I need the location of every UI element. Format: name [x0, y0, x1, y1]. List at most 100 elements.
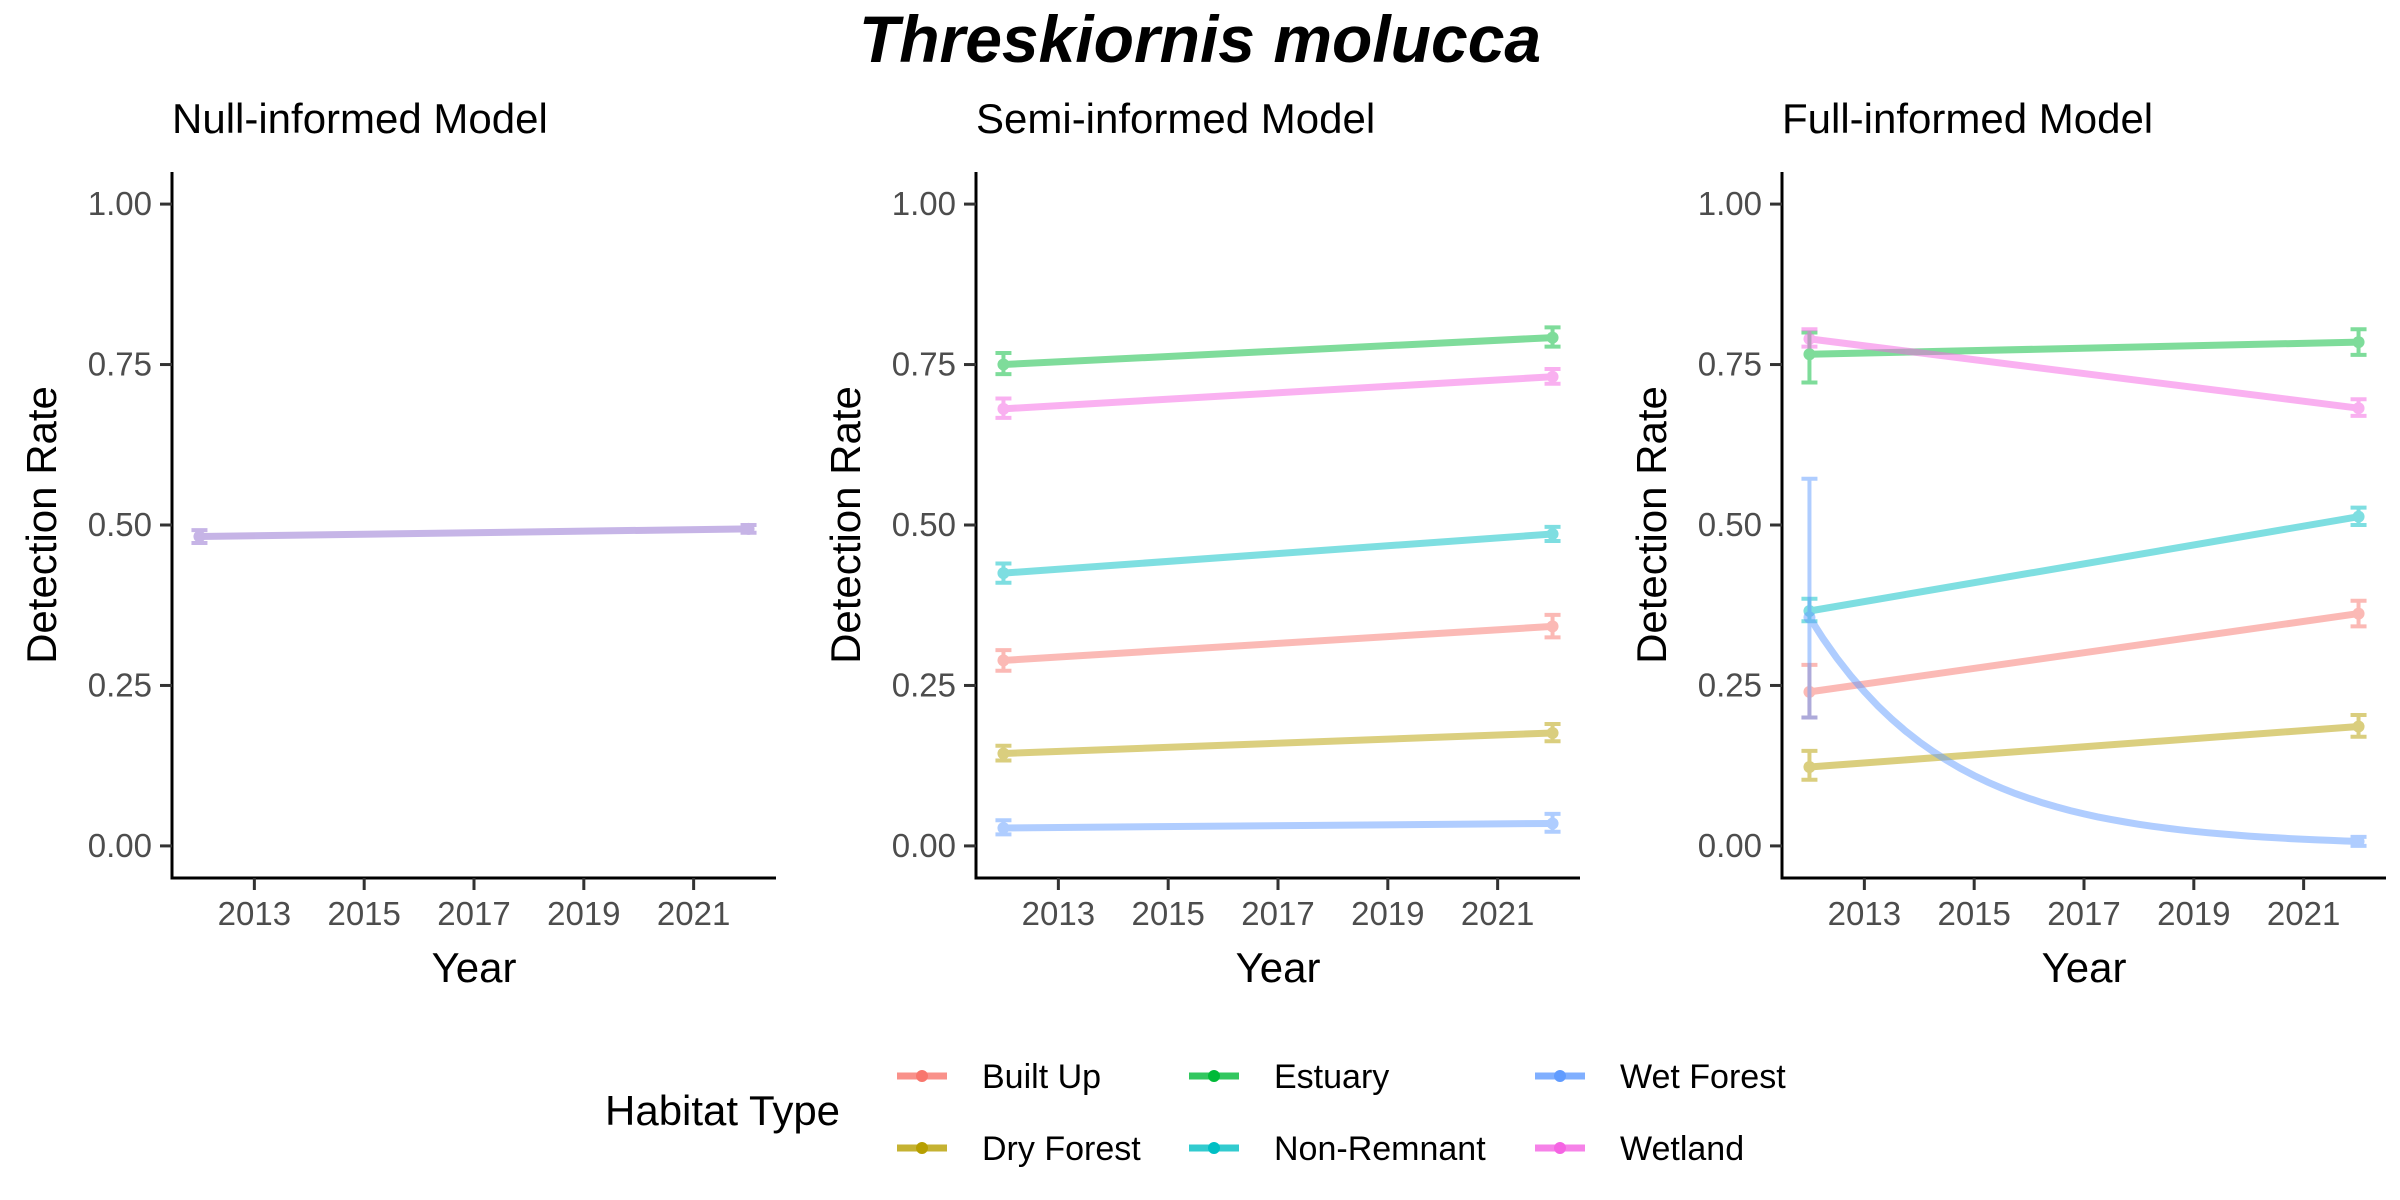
x-tick-label: 2019 [2157, 895, 2230, 932]
data-point [997, 358, 1010, 371]
x-tick-label: 2013 [218, 895, 291, 932]
data-point [1803, 348, 1816, 361]
series-line [1003, 622, 1553, 664]
panel-title: Semi-informed Model [976, 95, 1375, 142]
panel-1: Null-informed Model 0.00 0.25 0.50 0.75 1.00 2… [18, 95, 776, 991]
y-tick-label: 0.50 [88, 506, 152, 543]
series-line [199, 525, 749, 541]
series-line [1003, 819, 1553, 832]
series-wet-forest [1801, 476, 2367, 848]
legend-key-point [916, 1070, 928, 1082]
data-point [2352, 336, 2365, 349]
x-tick-label: 2019 [547, 895, 620, 932]
data-point [1546, 527, 1559, 540]
legend-entry-estuary: Estuary [1189, 1058, 1389, 1096]
data-point [997, 654, 1010, 667]
legend-entry-wet-forest: Wet Forest [1535, 1058, 1786, 1096]
legend-title: Habitat Type [605, 1087, 840, 1134]
y-tick-label: 0.75 [88, 346, 152, 383]
data-point [1546, 370, 1559, 383]
panel-2: Semi-informed Model 0.00 0.25 0.50 0.75 1.00 2… [822, 95, 1580, 991]
y-axis-title: Detection Rate [822, 386, 869, 664]
series-line [1003, 373, 1553, 413]
series-line [1809, 335, 2359, 412]
legend-entry-wetland: Wetland [1535, 1130, 1744, 1168]
series-line [1806, 615, 2359, 845]
data-point [997, 821, 1010, 834]
series-dry-forest [1801, 712, 2367, 782]
x-tick-label: 2019 [1351, 895, 1424, 932]
y-tick-label: 0.00 [88, 827, 152, 864]
panel-3: Full-informed Model 0.00 0.25 0.50 0.75 1.00 2… [1628, 95, 2386, 991]
data-point [742, 522, 755, 535]
series-line [1003, 530, 1553, 577]
y-tick-label: 0.25 [88, 666, 152, 703]
y-tick-label: 0.00 [892, 827, 956, 864]
y-tick-label: 0.75 [1698, 346, 1762, 383]
series-all [191, 522, 757, 545]
y-tick-label: 0.25 [892, 666, 956, 703]
y-tick-label: 1.00 [88, 185, 152, 222]
legend-label: Wet Forest [1620, 1058, 1786, 1096]
data-point [1546, 620, 1559, 633]
x-tick-label: 2015 [327, 895, 400, 932]
x-tick-label: 2017 [1241, 895, 1314, 932]
y-tick-label: 1.00 [1698, 185, 1762, 222]
data-point [2352, 607, 2365, 620]
series-line [1003, 334, 1553, 369]
data-point [2352, 402, 2365, 415]
legend-label: Non-Remnant [1274, 1130, 1486, 1168]
series-built-up [1801, 598, 2367, 720]
x-tick-label: 2021 [657, 895, 730, 932]
y-tick-label: 0.50 [1698, 506, 1762, 543]
x-axis-title: Year [2042, 944, 2127, 991]
series-line [1808, 610, 2360, 696]
x-tick-label: 2021 [1461, 895, 1534, 932]
data-point [193, 530, 206, 543]
legend-label: Built Up [982, 1058, 1101, 1096]
data-point [1803, 760, 1816, 773]
x-axis-title: Year [1236, 944, 1321, 991]
y-axis-title: Detection Rate [18, 386, 65, 664]
legend-key-point [1554, 1142, 1566, 1154]
y-tick-label: 0.75 [892, 346, 956, 383]
series-wet-forest [995, 811, 1561, 837]
legend-entry-built-up: Built Up [897, 1058, 1101, 1096]
y-tick-label: 0.50 [892, 506, 956, 543]
legend-label: Dry Forest [982, 1130, 1141, 1168]
x-tick-label: 2013 [1828, 895, 1901, 932]
series-line [1003, 729, 1553, 757]
legend-label: Wetland [1620, 1130, 1744, 1168]
legend-key-point [1208, 1070, 1220, 1082]
series-line [1808, 513, 2360, 615]
series-wetland [995, 367, 1561, 420]
y-tick-label: 1.00 [892, 185, 956, 222]
data-point [1803, 332, 1816, 345]
series-estuary [995, 325, 1561, 377]
data-point [997, 567, 1010, 580]
x-tick-label: 2021 [2267, 895, 2340, 932]
legend-label: Estuary [1274, 1058, 1389, 1096]
data-point [2352, 835, 2365, 848]
figure-title: Threskiornis molucca [859, 2, 1541, 76]
data-point [997, 402, 1010, 415]
panel-title: Full-informed Model [1782, 95, 2153, 142]
legend-entry-non-remnant: Non-Remnant [1189, 1130, 1486, 1168]
series-line [1809, 723, 2359, 771]
legend-key-point [1554, 1070, 1566, 1082]
y-axis-title: Detection Rate [1628, 386, 1675, 664]
x-tick-label: 2015 [1131, 895, 1204, 932]
data-point [2352, 510, 2365, 523]
y-tick-label: 0.25 [1698, 666, 1762, 703]
series-non-remnant [1801, 505, 2367, 624]
x-axis-title: Year [432, 944, 517, 991]
series-built-up [995, 612, 1561, 673]
data-point [1803, 611, 1816, 624]
x-tick-label: 2013 [1022, 895, 1095, 932]
legend-key-point [1208, 1142, 1220, 1154]
data-point [1546, 817, 1559, 830]
x-tick-label: 2015 [1937, 895, 2010, 932]
data-point [1546, 726, 1559, 739]
data-point [2352, 720, 2365, 733]
